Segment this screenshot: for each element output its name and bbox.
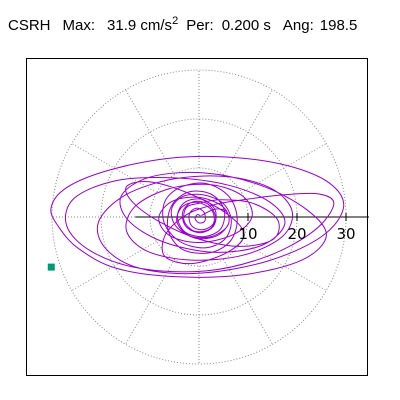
max-label: Max:	[62, 17, 96, 34]
chart-header: CSRH Max: 31.9 cm/s2 Per: 0.200 s Ang: 198.5	[8, 14, 357, 38]
period-value: 0.200 s	[221, 17, 271, 34]
orbit-trace	[50, 155, 345, 278]
grid-spoke-150	[71, 143, 157, 193]
x-tick-label-30: 30	[336, 225, 355, 243]
x-tick-label-10: 10	[238, 225, 257, 243]
x-tick-label-20: 20	[287, 225, 306, 243]
period-label: Per:	[186, 17, 214, 34]
max-exponent: 2	[172, 15, 179, 27]
polar-orbit-plot: 10 20 30	[47, 69, 369, 365]
grid-spoke-60	[223, 89, 273, 175]
max-marker	[47, 263, 55, 271]
plot-frame: 10 20 30	[26, 58, 369, 376]
grid-spoke-300	[223, 259, 273, 345]
grid-spoke-330	[241, 241, 327, 291]
grid-spoke-240	[125, 259, 175, 345]
tick-labels: 10 20 30	[238, 225, 355, 243]
max-value: 31.9 cm/s	[107, 17, 173, 34]
angle-label: Ang:	[282, 17, 314, 34]
max-marker-group	[47, 263, 55, 271]
station-code: CSRH	[8, 17, 51, 34]
grid-spoke-210	[71, 241, 157, 291]
grid-spoke-120	[125, 89, 175, 175]
grid-spoke-30	[241, 143, 327, 193]
angle-value: 198.5	[319, 17, 358, 34]
orbit-series	[50, 155, 345, 278]
